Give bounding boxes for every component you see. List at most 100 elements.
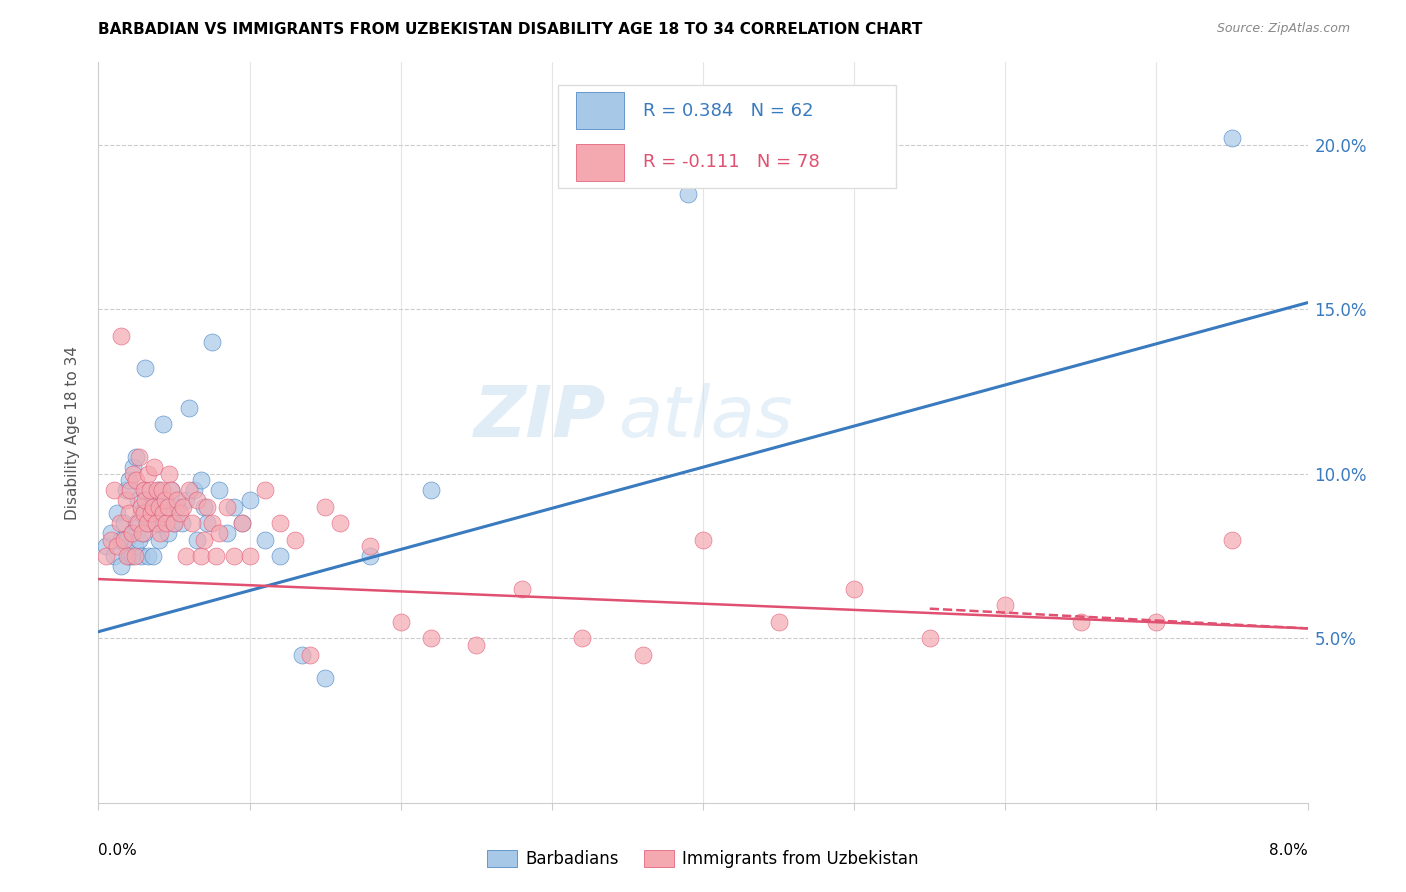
Point bbox=[994, 599, 1017, 613]
Point bbox=[112, 516, 135, 530]
Point bbox=[155, 500, 177, 514]
Point bbox=[253, 533, 276, 547]
Point bbox=[132, 483, 155, 498]
Point bbox=[205, 549, 228, 563]
Point bbox=[142, 549, 165, 563]
Point bbox=[114, 483, 136, 498]
Text: 8.0%: 8.0% bbox=[1268, 843, 1308, 858]
Point bbox=[631, 648, 654, 662]
Point bbox=[127, 493, 149, 508]
Point bbox=[118, 473, 141, 487]
Point bbox=[94, 549, 117, 563]
Point bbox=[174, 493, 197, 508]
Point bbox=[148, 500, 170, 514]
Point bbox=[193, 500, 215, 514]
Point bbox=[103, 549, 125, 563]
Point bbox=[360, 539, 382, 553]
Point bbox=[163, 516, 186, 530]
Point bbox=[329, 516, 352, 530]
Point bbox=[139, 483, 162, 498]
Point bbox=[115, 549, 138, 563]
Point bbox=[108, 516, 131, 530]
Point bbox=[215, 500, 238, 514]
Point bbox=[186, 533, 208, 547]
Point bbox=[122, 460, 145, 475]
Point bbox=[299, 648, 322, 662]
Point bbox=[179, 483, 201, 498]
Point bbox=[159, 467, 181, 481]
Point bbox=[152, 417, 174, 432]
Point bbox=[129, 549, 152, 563]
Point bbox=[124, 549, 146, 563]
Text: atlas: atlas bbox=[619, 384, 793, 452]
Point bbox=[314, 500, 336, 514]
Point bbox=[146, 483, 169, 498]
Point bbox=[201, 516, 224, 530]
Point bbox=[224, 500, 246, 514]
Point bbox=[110, 558, 132, 573]
Point bbox=[100, 533, 122, 547]
Point bbox=[132, 506, 155, 520]
Point bbox=[284, 533, 307, 547]
Point bbox=[208, 526, 231, 541]
Point bbox=[152, 506, 174, 520]
Point bbox=[269, 516, 291, 530]
Point bbox=[186, 493, 208, 508]
Point bbox=[155, 516, 177, 530]
Point bbox=[150, 483, 173, 498]
Point bbox=[135, 516, 157, 530]
Point bbox=[115, 533, 138, 547]
Point bbox=[150, 516, 173, 530]
Point bbox=[100, 526, 122, 541]
Text: R = 0.384   N = 62: R = 0.384 N = 62 bbox=[643, 102, 813, 120]
Point bbox=[465, 638, 488, 652]
Point bbox=[768, 615, 790, 629]
Point bbox=[314, 671, 336, 685]
Point bbox=[136, 467, 159, 481]
Point bbox=[360, 549, 382, 563]
Point bbox=[160, 483, 183, 498]
Point bbox=[103, 483, 125, 498]
Point bbox=[1070, 615, 1092, 629]
Point bbox=[122, 467, 145, 481]
Point bbox=[128, 450, 150, 465]
Point bbox=[121, 549, 143, 563]
Text: BARBADIAN VS IMMIGRANTS FROM UZBEKISTAN DISABILITY AGE 18 TO 34 CORRELATION CHAR: BARBADIAN VS IMMIGRANTS FROM UZBEKISTAN … bbox=[98, 22, 922, 37]
Y-axis label: Disability Age 18 to 34: Disability Age 18 to 34 bbox=[65, 345, 80, 520]
Point bbox=[239, 549, 262, 563]
Point bbox=[170, 516, 193, 530]
Point bbox=[131, 526, 153, 541]
Point bbox=[125, 450, 148, 465]
Point bbox=[208, 483, 231, 498]
Point bbox=[135, 516, 157, 530]
Point bbox=[134, 361, 156, 376]
Point bbox=[121, 526, 143, 541]
Legend: Barbadians, Immigrants from Uzbekistan: Barbadians, Immigrants from Uzbekistan bbox=[481, 843, 925, 875]
Point bbox=[136, 549, 159, 563]
Point bbox=[201, 335, 224, 350]
Point bbox=[149, 526, 172, 541]
Point bbox=[105, 506, 128, 520]
Point bbox=[148, 483, 170, 498]
Text: ZIP: ZIP bbox=[474, 384, 606, 452]
Point bbox=[110, 328, 132, 343]
Point bbox=[215, 526, 238, 541]
Text: R = -0.111   N = 78: R = -0.111 N = 78 bbox=[643, 153, 820, 171]
Point bbox=[172, 500, 194, 514]
Point bbox=[1220, 131, 1243, 145]
Point bbox=[141, 506, 163, 520]
Point bbox=[420, 632, 443, 646]
Point bbox=[239, 493, 262, 508]
Point bbox=[142, 500, 165, 514]
Point bbox=[231, 516, 253, 530]
Point bbox=[195, 500, 218, 514]
Point bbox=[420, 483, 443, 498]
Point bbox=[1220, 533, 1243, 547]
Point bbox=[153, 493, 176, 508]
Point bbox=[129, 506, 152, 520]
Point bbox=[195, 516, 218, 530]
Point bbox=[269, 549, 291, 563]
Point bbox=[143, 493, 166, 508]
Point bbox=[160, 483, 183, 498]
Point bbox=[118, 549, 141, 563]
